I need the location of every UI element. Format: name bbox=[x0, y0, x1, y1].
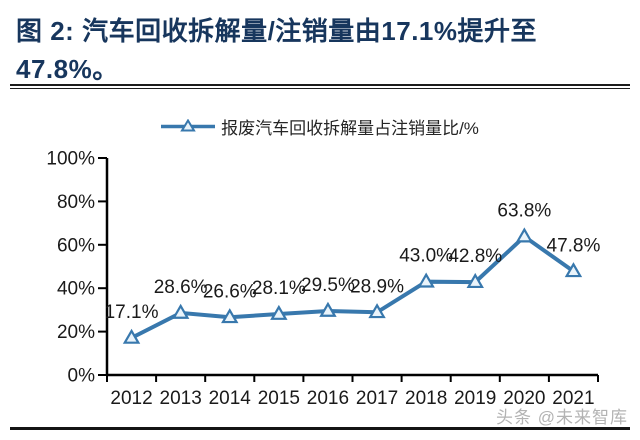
data-point-marker bbox=[122, 328, 141, 344]
data-label: 63.8% bbox=[497, 201, 551, 222]
legend-label: 报废汽车回收拆解量占注销量比/% bbox=[221, 118, 479, 138]
data-label: 28.1% bbox=[252, 278, 306, 299]
x-tick-label: 2019 bbox=[454, 388, 496, 409]
x-tick-label: 2014 bbox=[209, 388, 252, 409]
x-tick-label: 2021 bbox=[552, 388, 594, 409]
x-tick-label: 2015 bbox=[258, 388, 300, 409]
data-point-marker bbox=[564, 262, 583, 278]
title-divider bbox=[10, 84, 630, 89]
page-title: 图 2: 汽车回收拆解量/注销量由17.1%提升至 47.8%。 bbox=[16, 12, 616, 88]
data-point-marker bbox=[515, 227, 534, 243]
page-title-line2: 47.8%。 bbox=[16, 54, 119, 84]
data-label: 17.1% bbox=[105, 302, 159, 323]
data-point-marker bbox=[221, 308, 239, 324]
x-tick-label: 2016 bbox=[307, 388, 349, 409]
chart-legend: 报废汽车回收拆解量占注销量比/% bbox=[0, 112, 640, 140]
data-label: 29.5% bbox=[301, 275, 355, 296]
x-tick-label: 2020 bbox=[503, 388, 545, 409]
x-tick-label: 2012 bbox=[110, 388, 152, 409]
data-label: 28.6% bbox=[154, 277, 208, 298]
y-tick-label: 20% bbox=[57, 322, 95, 343]
chart-line bbox=[130, 233, 575, 340]
y-tick-label: 100% bbox=[46, 149, 95, 170]
data-point-marker bbox=[417, 272, 435, 288]
y-tick-label: 40% bbox=[57, 279, 95, 300]
y-tick-label: 0% bbox=[68, 366, 96, 387]
data-label: 26.6% bbox=[203, 281, 257, 302]
x-tick-label: 2017 bbox=[356, 388, 398, 409]
x-tick-label: 2018 bbox=[405, 388, 447, 409]
data-point-marker bbox=[319, 301, 337, 317]
data-point-marker bbox=[466, 272, 484, 289]
y-tick-label: 80% bbox=[57, 192, 95, 213]
data-label: 42.8% bbox=[448, 246, 502, 267]
x-tick-label: 2013 bbox=[160, 388, 202, 409]
data-label: 28.9% bbox=[350, 276, 404, 297]
data-label: 47.8% bbox=[547, 235, 601, 256]
bottom-divider bbox=[10, 427, 630, 430]
data-point-marker bbox=[368, 303, 386, 319]
page-title-line1: 图 2: 汽车回收拆解量/注销量由17.1%提升至 bbox=[16, 16, 538, 46]
data-point-marker bbox=[171, 303, 190, 319]
legend-line-marker-icon bbox=[161, 119, 216, 132]
y-tick-label: 60% bbox=[57, 235, 95, 256]
watermark-text: 头条 @未来智库 bbox=[496, 408, 628, 427]
data-point-marker bbox=[270, 304, 288, 320]
data-label: 43.0% bbox=[399, 246, 453, 267]
